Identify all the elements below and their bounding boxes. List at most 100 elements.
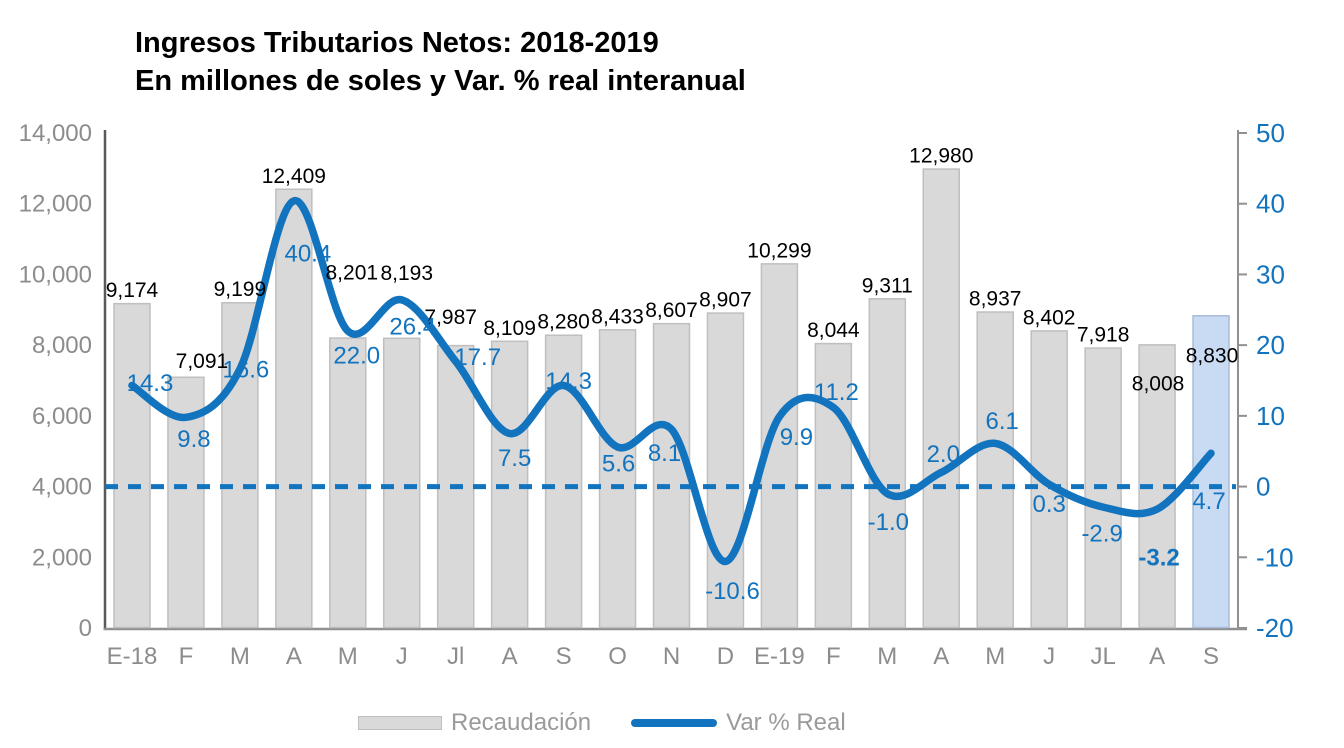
x-axis-label: A [286, 643, 302, 670]
bar-value-label: 12,409 [262, 165, 326, 188]
var-value-label: -3.2 [1138, 545, 1179, 572]
var-value-label: 5.6 [602, 450, 635, 477]
x-axis-label: M [985, 643, 1005, 670]
x-axis-label: D [717, 643, 734, 670]
bar-value-label: 8,280 [537, 311, 590, 334]
x-axis-label: JL [1090, 643, 1115, 670]
bar-value-label: 10,299 [747, 239, 811, 262]
left-axis-tick-label: 2,000 [32, 544, 92, 571]
bar [598, 329, 637, 629]
bar-value-label: 12,980 [909, 145, 973, 168]
bar-value-label: 9,311 [862, 274, 913, 297]
bar-value-label: 8,907 [699, 289, 752, 312]
x-axis-label: S [1203, 643, 1219, 670]
x-axis-label: Jl [447, 643, 464, 670]
bar-value-label: 8,830 [1186, 344, 1239, 367]
var-value-label: 14.3 [545, 368, 592, 395]
var-value-label: -2.9 [1081, 521, 1122, 548]
x-axis-label: J [1043, 643, 1055, 670]
bar-value-label: 8,937 [969, 288, 1022, 311]
bar-value-label: 8,201 [326, 262, 379, 285]
var-value-label: 9.9 [780, 424, 813, 451]
bar [382, 337, 421, 629]
x-axis-label: A [502, 643, 518, 670]
bar-value-label: 7,091 [176, 350, 229, 373]
right-axis-tick-label: 10 [1256, 401, 1285, 431]
bar-value-label: 9,199 [214, 278, 267, 301]
legend-line-swatch [631, 719, 718, 727]
x-axis-label: M [877, 643, 897, 670]
right-axis-tick-label: 30 [1256, 259, 1285, 289]
var-value-label: 4.7 [1192, 488, 1225, 515]
var-value-label: 17.7 [454, 344, 501, 371]
x-axis-label: F [826, 643, 841, 670]
var-value-label: 9.8 [177, 426, 210, 453]
var-value-label: 22.0 [333, 343, 380, 370]
bar-value-label: 8,433 [591, 305, 644, 328]
var-value-label: 8.1 [648, 440, 681, 467]
bar [868, 298, 907, 629]
left-axis-tick-label: 12,000 [19, 191, 92, 218]
var-value-label: 0.3 [1032, 491, 1065, 518]
left-axis-tick-label: 6,000 [32, 403, 92, 430]
var-value-label: 2.0 [927, 441, 960, 468]
right-axis-tick-label: -20 [1256, 613, 1294, 643]
bar [221, 301, 259, 629]
bar-value-label: 8,607 [645, 299, 698, 322]
x-axis-label: M [338, 643, 358, 670]
bar [275, 188, 313, 629]
bar-value-label: 7,987 [424, 306, 477, 329]
bar-value-label: 8,402 [1023, 306, 1076, 329]
right-axis-tick-label: 0 [1256, 472, 1270, 502]
right-axis-tick-label: 50 [1256, 118, 1285, 148]
left-axis-tick-label: 14,000 [19, 120, 92, 147]
bar-value-label: 8,044 [807, 319, 860, 342]
right-axis-tick-label: 20 [1256, 330, 1285, 360]
var-value-label: 16.6 [223, 357, 270, 384]
var-line [128, 197, 1215, 566]
x-axis-label: J [396, 643, 408, 670]
chart-legend: Recaudación Var % Real [358, 706, 846, 740]
var-value-label: 26.4 [389, 313, 436, 340]
legend-bar-label: Recaudación [451, 709, 592, 736]
var-value-label: 40.4 [284, 240, 331, 267]
chart-title: Ingresos Tributarios Netos: 2018-2019 En… [135, 24, 746, 100]
var-value-label: 14.3 [127, 370, 174, 397]
var-value-label: 6.1 [986, 408, 1019, 435]
bar-value-label: 7,918 [1077, 324, 1130, 347]
left-axis-tick-label: 8,000 [32, 332, 92, 359]
x-axis-label: E-18 [107, 643, 158, 670]
chart-title-line2: En millones de soles y Var. % real inter… [135, 65, 746, 97]
legend-line-label: Var % Real [726, 709, 846, 736]
bar [329, 337, 367, 629]
x-axis-label: E-19 [754, 643, 805, 670]
var-value-label: 7.5 [498, 445, 531, 472]
legend-bar-swatch [358, 716, 442, 730]
var-value-label: -10.6 [705, 578, 760, 605]
bar-value-label: 8,008 [1132, 372, 1185, 395]
left-axis-tick-label: 4,000 [32, 474, 92, 501]
x-axis-label: A [933, 643, 949, 670]
bar-value-label: 9,174 [106, 279, 159, 302]
var-value-label: -1.0 [868, 509, 909, 536]
bar [922, 168, 961, 629]
x-axis-label: S [556, 643, 572, 670]
bar [706, 312, 745, 629]
x-axis-label: F [179, 643, 194, 670]
left-axis-tick-label: 10,000 [19, 261, 92, 288]
x-axis-label: O [608, 643, 627, 670]
right-axis-tick-label: 40 [1256, 189, 1285, 219]
bar-value-label: 8,193 [380, 262, 433, 285]
bar [113, 302, 151, 629]
bar-value-label: 8,109 [483, 317, 536, 340]
right-axis-tick-label: -10 [1256, 542, 1294, 572]
x-axis-label: M [230, 643, 250, 670]
var-value-label: 11.2 [814, 379, 859, 406]
bar [652, 322, 691, 629]
bar [976, 311, 1014, 629]
chart-title-line1: Ingresos Tributarios Netos: 2018-2019 [135, 27, 659, 59]
left-axis-tick-label: 0 [79, 615, 92, 642]
x-axis-label: N [663, 643, 680, 670]
